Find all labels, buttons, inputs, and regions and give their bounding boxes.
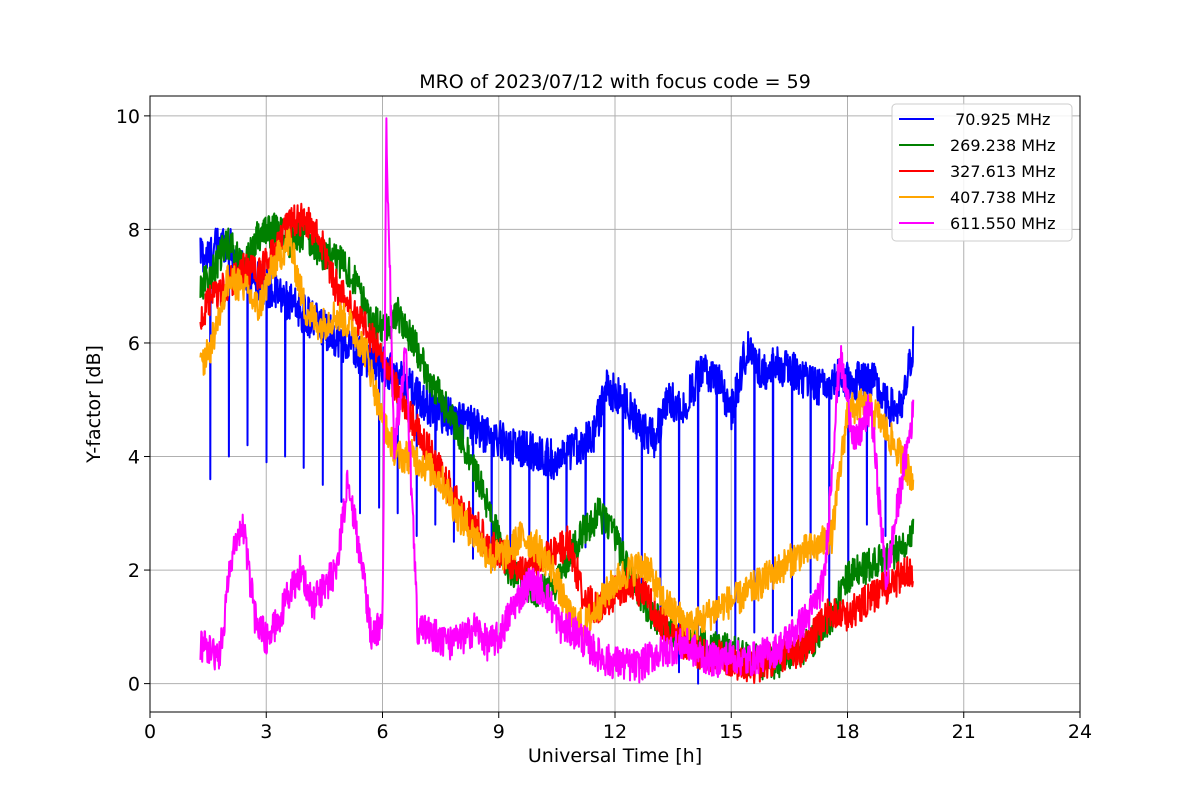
y-tick-label: 0: [128, 674, 140, 696]
y-tick-label: 10: [116, 106, 140, 128]
x-tick-label: 18: [835, 721, 859, 743]
x-tick-label: 0: [144, 721, 156, 743]
y-axis-label: Y-factor [dB]: [83, 345, 105, 464]
legend-label-1: 269.238 MHz: [950, 136, 1055, 155]
legend-label-2: 327.613 MHz: [950, 162, 1055, 181]
legend-label-0: 70.925 MHz: [950, 110, 1050, 129]
y-tick-label: 6: [128, 333, 140, 355]
legend-label-3: 407.738 MHz: [950, 188, 1055, 207]
series-line-4: [199, 117, 915, 684]
chart-title: MRO of 2023/07/12 with focus code = 59: [419, 71, 811, 93]
x-tick-label: 3: [260, 721, 272, 743]
series-layer: [199, 117, 915, 685]
x-tick-label: 21: [952, 721, 976, 743]
y-tick-label: 4: [128, 447, 140, 469]
x-axis-label: Universal Time [h]: [528, 745, 702, 767]
x-tick-label: 6: [376, 721, 388, 743]
x-tick-label: 12: [603, 721, 627, 743]
y-tick-label: 2: [128, 560, 140, 582]
legend-box: [891, 103, 1073, 242]
y-tick-label: 8: [128, 219, 140, 241]
legend-label-4: 611.550 MHz: [950, 214, 1055, 233]
series-line-3: [199, 228, 915, 643]
legend: 70.925 MHz 269.238 MHz 327.613 MHz 407.738 …: [891, 103, 1073, 242]
x-tick-label: 15: [719, 721, 743, 743]
x-tick-label: 9: [493, 721, 505, 743]
x-tick-label: 24: [1068, 721, 1092, 743]
series-line-0: [199, 227, 915, 685]
